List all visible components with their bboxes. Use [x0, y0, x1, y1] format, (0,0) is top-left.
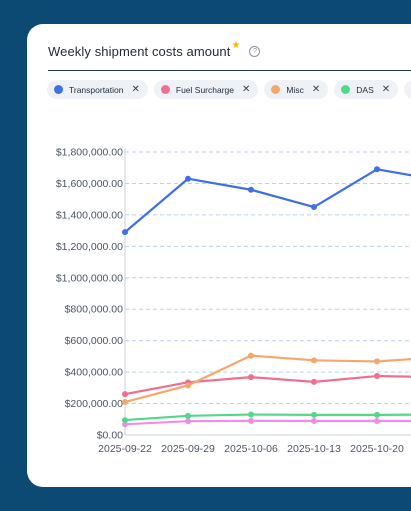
data-point: [185, 175, 191, 182]
header-divider: [48, 70, 411, 71]
data-point: [122, 391, 128, 398]
y-tick-label: $1,000,000.00: [56, 272, 123, 284]
legend-label: Transportation: [69, 84, 124, 95]
chart-card: Weekly shipment costs amount ★ ? Transpo…: [27, 24, 411, 487]
data-point: [248, 352, 254, 359]
legend-chip-das[interactable]: DAS ✕: [334, 80, 399, 99]
data-point: [311, 418, 317, 425]
y-tick-label: $400,000.00: [65, 367, 124, 379]
x-tick-label: 2025-09-29: [161, 443, 215, 455]
card-header: Weekly shipment costs amount ★ ?: [48, 40, 411, 59]
x-tick-label: 2025-10-06: [224, 443, 278, 455]
remove-series-icon[interactable]: ✕: [131, 84, 140, 95]
legend-label: Fuel Surcharge: [175, 84, 235, 95]
legend-chip-transportation[interactable]: Transportation ✕: [47, 80, 148, 99]
legend-chips: Transportation ✕ Fuel Surcharge ✕ Misc ✕…: [47, 80, 411, 99]
series-color-dot-icon: [271, 85, 281, 94]
series-color-dot-icon: [160, 85, 170, 94]
series-line: [124, 168, 411, 234]
legend-label: DAS: [356, 84, 374, 95]
legend-chip-partial[interactable]: [404, 80, 411, 99]
series-line: [124, 413, 411, 422]
data-point: [374, 373, 380, 380]
x-tick-label: 2025-09-22: [98, 443, 152, 455]
legend-label: Misc: [286, 84, 304, 95]
data-point: [311, 204, 317, 211]
series-line: [124, 419, 411, 426]
data-point: [311, 411, 317, 418]
data-point: [248, 186, 254, 193]
data-point: [374, 418, 380, 425]
favorite-star-icon[interactable]: ★: [231, 40, 241, 51]
y-tick-label: $800,000.00: [65, 304, 124, 316]
legend-chip-fuel-surcharge[interactable]: Fuel Surcharge ✕: [153, 80, 259, 99]
y-tick-label: $1,400,000.00: [56, 209, 123, 221]
data-point: [185, 418, 191, 425]
series-color-dot-icon: [341, 85, 351, 94]
data-point: [374, 411, 380, 418]
data-point: [248, 374, 254, 381]
data-point: [122, 421, 128, 428]
y-tick-label: $1,600,000.00: [56, 178, 123, 190]
card-title: Weekly shipment costs amount: [48, 44, 231, 59]
line-chart: $0.00 $200,000.00 $400,000.00 $600,000.00 $8…: [56, 147, 411, 455]
data-point: [248, 417, 254, 424]
data-point: [122, 417, 128, 424]
series-line: [124, 354, 411, 404]
data-point: [122, 398, 128, 405]
data-point: [185, 412, 191, 419]
data-point: [122, 229, 128, 236]
y-tick-label: $200,000.00: [65, 398, 124, 410]
x-tick-label: 2025-10-13: [287, 443, 341, 455]
remove-series-icon[interactable]: ✕: [381, 84, 391, 95]
y-tick-label: $0.00: [97, 430, 123, 442]
data-point: [374, 166, 380, 173]
series-line: [124, 374, 411, 396]
help-icon[interactable]: ?: [249, 46, 261, 57]
data-point: [248, 411, 254, 418]
data-point: [374, 358, 380, 365]
x-tick-label: 2025-10-20: [350, 443, 404, 455]
data-point: [311, 378, 317, 385]
series-color-dot-icon: [54, 85, 63, 94]
y-tick-label: $1,800,000.00: [56, 147, 123, 159]
legend-chip-misc[interactable]: Misc ✕: [264, 80, 329, 99]
remove-series-icon[interactable]: ✕: [311, 84, 321, 95]
remove-series-icon[interactable]: ✕: [242, 84, 251, 95]
y-tick-label: $600,000.00: [65, 335, 124, 347]
data-point: [311, 357, 317, 364]
y-tick-label: $1,200,000.00: [56, 241, 123, 253]
data-point: [185, 382, 191, 389]
